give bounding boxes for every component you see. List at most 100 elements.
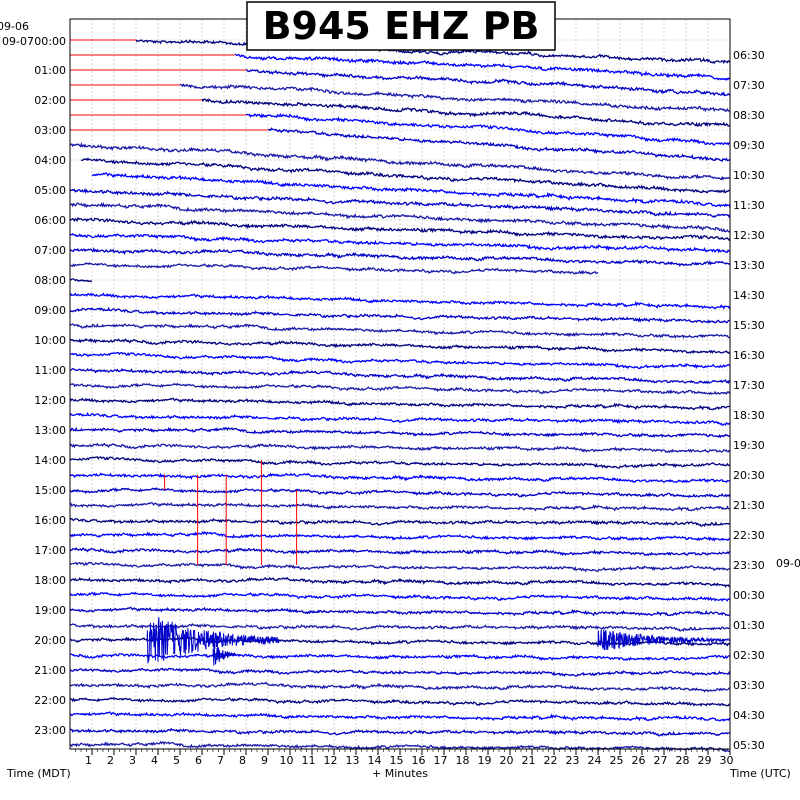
seismic-trace bbox=[69, 561, 731, 573]
x-tick-label: 19 bbox=[478, 754, 492, 767]
right-hour-label: 17:30 bbox=[733, 379, 765, 392]
seismic-trace bbox=[69, 740, 731, 753]
seismic-trace bbox=[69, 531, 731, 542]
left-hour-label: 18:00 bbox=[34, 574, 66, 587]
seismic-trace bbox=[69, 456, 731, 469]
x-tick-label: 7 bbox=[217, 754, 224, 767]
seismic-trace bbox=[80, 157, 730, 194]
seismic-trace bbox=[69, 306, 730, 324]
right-hour-label: 05:30 bbox=[733, 739, 765, 752]
left-hour-label: 03:00 bbox=[34, 124, 66, 137]
x-tick-label: 12 bbox=[324, 754, 338, 767]
x-tick-label: 10 bbox=[280, 754, 294, 767]
x-tick-label: 6 bbox=[195, 754, 202, 767]
left-hour-label: 11:00 bbox=[34, 364, 66, 377]
seismic-trace bbox=[179, 83, 731, 113]
right-hour-label: 13:30 bbox=[733, 259, 765, 272]
right-hour-label: 22:30 bbox=[733, 529, 765, 542]
left-hour-label: 16:00 bbox=[34, 514, 66, 527]
seismic-trace bbox=[201, 98, 731, 128]
seismic-trace bbox=[245, 68, 731, 97]
right-hour-label: 21:30 bbox=[733, 499, 765, 512]
seismic-trace bbox=[69, 351, 731, 370]
x-tick-label: 15 bbox=[390, 754, 404, 767]
left-hour-label: 06:00 bbox=[34, 214, 66, 227]
seismic-trace bbox=[69, 576, 731, 588]
right-hour-label: 18:30 bbox=[733, 409, 765, 422]
left-hour-label: 07:00 bbox=[34, 244, 66, 257]
seismic-trace bbox=[245, 112, 730, 146]
right-hour-label: 09:30 bbox=[733, 139, 765, 152]
right-hour-label: 15:30 bbox=[733, 319, 765, 332]
seismic-trace bbox=[69, 382, 731, 396]
seismic-trace bbox=[69, 278, 93, 283]
left-hour-label: 23:00 bbox=[34, 724, 66, 737]
seismic-trace bbox=[69, 472, 731, 484]
left-hour-label: 09:00 bbox=[34, 304, 66, 317]
x-tick-label: 17 bbox=[434, 754, 448, 767]
x-tick-label: 11 bbox=[302, 754, 316, 767]
seismic-trace bbox=[70, 367, 731, 385]
seismic-trace bbox=[69, 292, 731, 310]
right-hour-label: 12:30 bbox=[733, 229, 765, 242]
right-hour-label: 23:30 bbox=[733, 559, 765, 572]
seismic-trace bbox=[69, 636, 731, 647]
left-hour-label: 02:00 bbox=[34, 94, 66, 107]
left-hour-label: 13:00 bbox=[34, 424, 66, 437]
seismic-trace bbox=[69, 426, 731, 439]
seismic-trace bbox=[69, 322, 731, 339]
seismic-trace bbox=[69, 201, 731, 233]
seismic-trace bbox=[69, 591, 731, 602]
seismic-trace bbox=[69, 261, 599, 275]
seismic-trace bbox=[69, 517, 731, 527]
seismic-trace bbox=[69, 397, 731, 411]
left-hour-label: 12:00 bbox=[34, 394, 66, 407]
seismic-trace bbox=[91, 172, 731, 208]
chart-title: B945 EHZ PB bbox=[263, 4, 540, 48]
right-date-mid: 09-0 bbox=[776, 557, 800, 570]
x-tick-label: 22 bbox=[544, 754, 558, 767]
seismic-trace bbox=[69, 727, 730, 737]
left-hour-label: 01:00 bbox=[34, 64, 66, 77]
seismic-trace bbox=[69, 411, 731, 427]
event-burst bbox=[597, 629, 731, 651]
right-hour-label: 20:30 bbox=[733, 469, 765, 482]
x-axis-label: + Minutes bbox=[372, 767, 428, 780]
seismic-trace bbox=[69, 711, 731, 722]
red-spike-layer bbox=[164, 460, 298, 565]
left-hour-label: 20:00 bbox=[34, 634, 66, 647]
seismic-trace bbox=[69, 696, 731, 707]
seismic-trace bbox=[69, 337, 731, 355]
seismic-trace bbox=[69, 547, 731, 557]
left-date-top: 09-06 bbox=[0, 20, 29, 33]
seismic-trace bbox=[69, 487, 731, 499]
left-hour-label: 04:00 bbox=[34, 154, 66, 167]
seismic-trace bbox=[69, 622, 731, 632]
right-hour-label: 10:30 bbox=[733, 169, 765, 182]
trace-layer bbox=[69, 39, 731, 753]
left-hour-label: 00:00 bbox=[34, 35, 66, 48]
right-hour-label: 01:30 bbox=[733, 619, 765, 632]
event-burst bbox=[146, 617, 280, 664]
x-tick-label: 8 bbox=[239, 754, 246, 767]
x-tick-label: 4 bbox=[151, 754, 158, 767]
seismic-trace bbox=[69, 681, 731, 693]
seismic-trace bbox=[69, 216, 731, 242]
left-axis-title: Time (MDT) bbox=[6, 767, 71, 780]
right-hour-label: 03:30 bbox=[733, 679, 765, 692]
seismic-trace bbox=[69, 606, 731, 617]
left-hour-label: 15:00 bbox=[34, 484, 66, 497]
right-hour-label: 16:30 bbox=[733, 349, 765, 362]
right-hour-label: 00:30 bbox=[733, 589, 765, 602]
seismic-trace bbox=[69, 247, 731, 267]
event-burst bbox=[212, 645, 236, 666]
x-tick-label: 27 bbox=[654, 754, 668, 767]
right-hour-label: 14:30 bbox=[733, 289, 765, 302]
x-tick-label: 29 bbox=[698, 754, 712, 767]
left-hour-label: 05:00 bbox=[34, 184, 66, 197]
x-tick-label: 3 bbox=[129, 754, 136, 767]
seismic-trace bbox=[69, 667, 731, 677]
right-hour-label: 19:30 bbox=[733, 439, 765, 452]
right-hour-label: 08:30 bbox=[733, 109, 765, 122]
